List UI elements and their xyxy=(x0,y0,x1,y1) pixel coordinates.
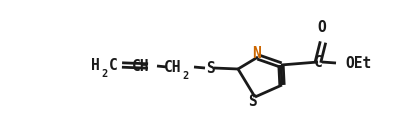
Text: CH: CH xyxy=(164,59,181,75)
Text: S: S xyxy=(248,94,256,109)
Text: N: N xyxy=(251,45,260,60)
Text: H: H xyxy=(91,58,100,73)
Text: 2: 2 xyxy=(182,70,188,80)
Text: OEt: OEt xyxy=(345,55,371,70)
Text: S: S xyxy=(205,60,215,75)
Text: C: C xyxy=(109,58,118,73)
Text: 2: 2 xyxy=(101,69,107,79)
Text: CH: CH xyxy=(132,59,149,74)
Text: O: O xyxy=(317,20,326,35)
Text: C: C xyxy=(314,54,322,70)
